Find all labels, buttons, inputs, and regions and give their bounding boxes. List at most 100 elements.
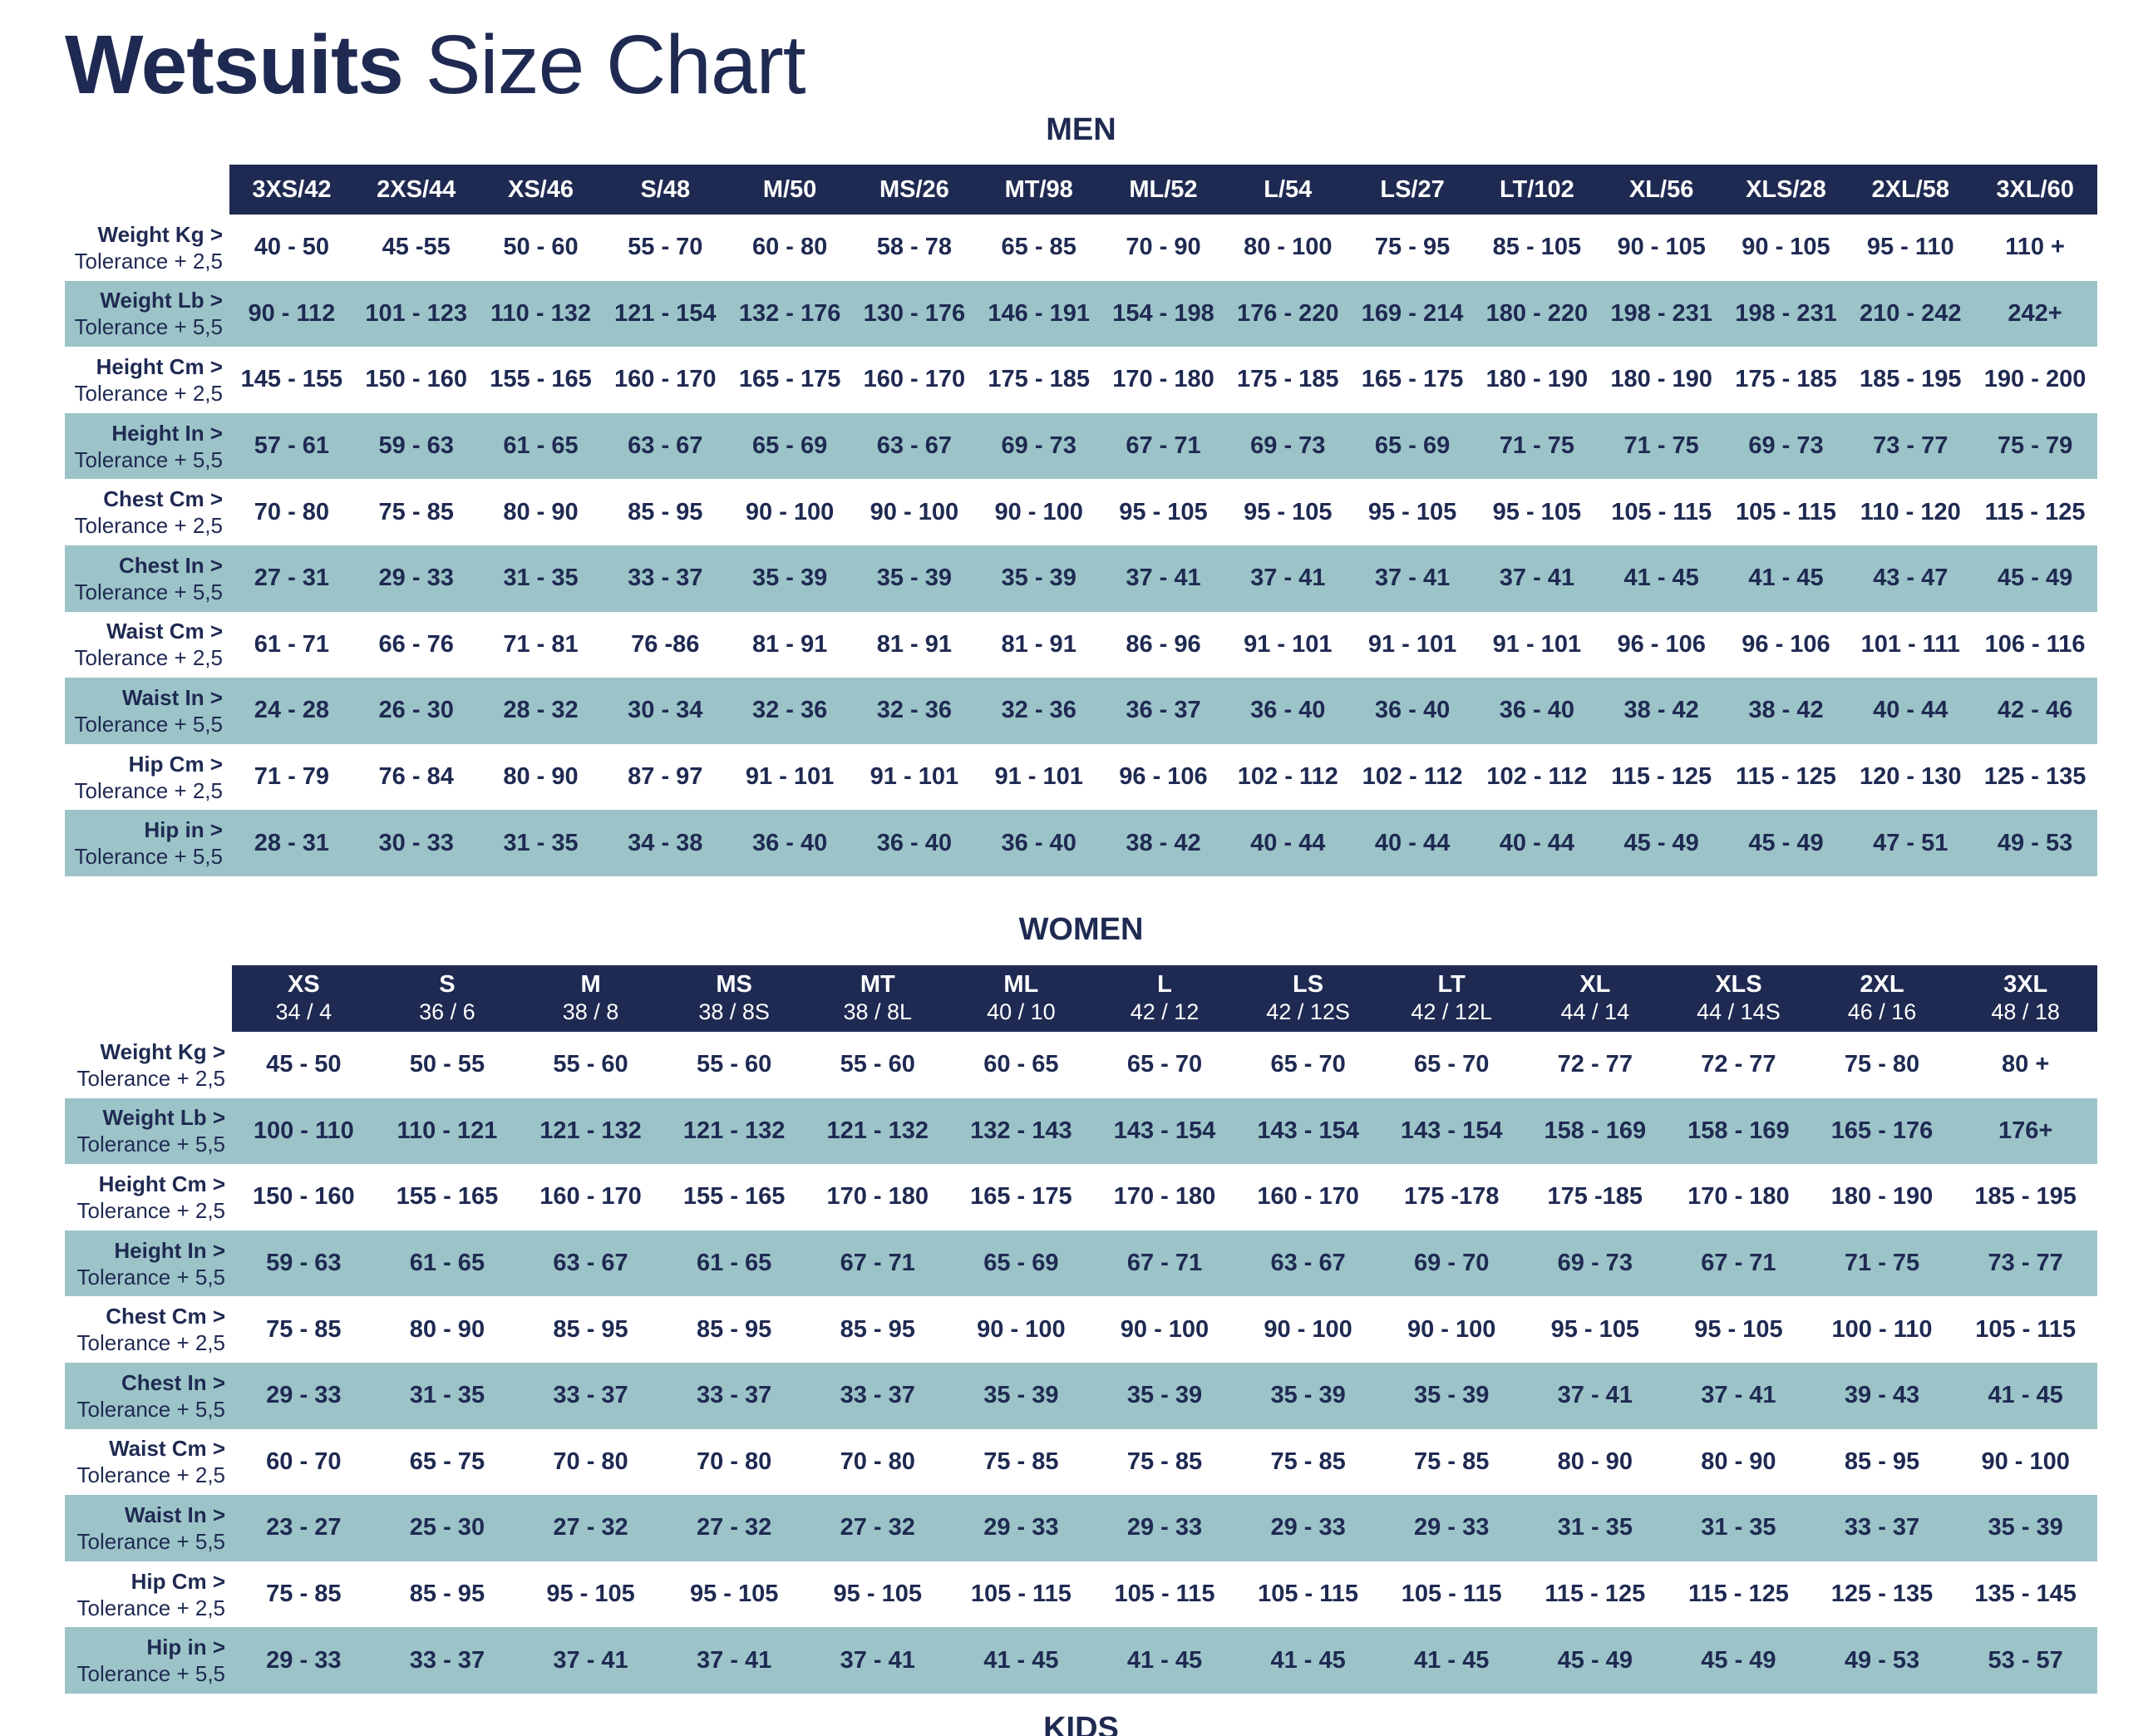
size-eu-us: 36 / 6: [419, 999, 475, 1024]
table-row: Chest In > Tolerance + 5,5 27 - 31 29 - 33 3…: [65, 545, 2097, 612]
table-cell: 145 - 155: [240, 366, 343, 393]
table-cell: 57 - 61: [254, 432, 330, 460]
table-cell: 28 - 31: [254, 829, 330, 856]
table-cell: 55 - 60: [840, 1051, 915, 1078]
table-cell: 50 - 60: [503, 234, 579, 261]
table-cell: 41 - 45: [1414, 1646, 1490, 1674]
table-row: Hip Cm > Tolerance + 2,5 71 - 79 76 - 84 80 …: [65, 744, 2097, 811]
table-cell: 176 - 220: [1237, 299, 1339, 327]
page-title: Wetsuits Size Chart: [65, 15, 806, 115]
size-header: LT/102: [1474, 165, 1599, 215]
size-name: S: [439, 971, 456, 998]
table-cell: 150 - 160: [253, 1183, 355, 1211]
table-cell: 60 - 80: [751, 234, 828, 261]
table-cell: 59 - 63: [266, 1250, 342, 1277]
table-cell: 37 - 41: [1557, 1382, 1633, 1409]
table-cell: 125 - 135: [1830, 1581, 1934, 1608]
table-cell: 31 - 35: [503, 565, 579, 592]
table-cell: 45 - 50: [266, 1051, 342, 1078]
table-cell: 91 - 101: [745, 763, 835, 791]
table-cell: 73 - 77: [1988, 1250, 2063, 1277]
size-header: LT 42 / 12L: [1379, 965, 1524, 1032]
table-cell: 55 - 70: [628, 234, 703, 261]
table-cell: 150 - 160: [365, 366, 467, 393]
table-cell: 25 - 30: [409, 1514, 485, 1541]
table-cell: 160 - 170: [1257, 1183, 1359, 1211]
table-cell: 32 - 36: [876, 697, 953, 724]
size-header: 2XL/58: [1848, 165, 1973, 215]
table-cell: 90 - 100: [1981, 1447, 2070, 1475]
table-cell: 60 - 65: [983, 1051, 1059, 1078]
measurement-label: Height In >: [111, 420, 223, 446]
table-cell: 80 - 90: [1701, 1447, 1776, 1475]
table-cell: 63 - 67: [553, 1250, 628, 1277]
tolerance-label: Tolerance + 5,5: [76, 1264, 226, 1290]
table-cell: 75 - 79: [1997, 432, 2073, 460]
table-cell: 69 - 73: [1748, 432, 1824, 460]
women-section-title: WOMEN: [1018, 912, 1144, 947]
men-table-body: Weight Kg > Tolerance + 2,5 40 - 50 45 -55 5…: [65, 215, 2097, 876]
table-cell: 143 - 154: [1257, 1117, 1359, 1144]
table-cell: 32 - 36: [751, 697, 828, 724]
table-cell: 90 - 100: [994, 498, 1083, 525]
table-cell: 90 - 100: [1407, 1315, 1496, 1343]
table-cell: 175 - 185: [988, 366, 1090, 393]
table-cell: 36 - 40: [1499, 697, 1575, 724]
table-cell: 38 - 42: [1748, 697, 1824, 724]
size-header: L/54: [1225, 165, 1351, 215]
table-cell: 85 - 95: [1844, 1447, 1920, 1475]
table-cell: 55 - 60: [697, 1051, 772, 1078]
size-eu-us: 38 / 8L: [843, 999, 913, 1024]
table-cell: 95 - 105: [1550, 1315, 1640, 1343]
table-cell: 95 - 110: [1866, 234, 1954, 261]
table-cell: 45 - 49: [1557, 1646, 1633, 1674]
table-row: Waist In > Tolerance + 5,5 24 - 28 26 - 30 2…: [65, 678, 2097, 744]
table-cell: 175 - 185: [1237, 366, 1339, 393]
size-header: 2XL 46 / 16: [1810, 965, 1954, 1032]
table-cell: 65 - 70: [1126, 1051, 1203, 1078]
table-cell: 102 - 112: [1237, 763, 1338, 791]
table-cell: 170 - 180: [1687, 1183, 1790, 1211]
table-cell: 95 - 105: [1694, 1315, 1783, 1343]
measurement-label: Weight Kg >: [97, 221, 223, 247]
table-cell: 35 - 39: [983, 1382, 1059, 1409]
size-header: XL 44 / 14: [1523, 965, 1668, 1032]
table-cell: 28 - 32: [503, 697, 579, 724]
table-cell: 155 - 165: [682, 1183, 786, 1211]
row-label: Height Cm > Tolerance + 2,5: [65, 1164, 232, 1230]
table-row: Weight Lb > Tolerance + 5,5 90 - 112 101 - …: [65, 280, 2097, 348]
table-cell: 125 - 135: [1983, 763, 2086, 791]
table-cell: 70 - 80: [840, 1447, 915, 1475]
table-cell: 53 - 57: [1988, 1646, 2063, 1674]
table-cell: 71 - 75: [1499, 432, 1575, 460]
table-cell: 40 - 44: [1250, 829, 1326, 856]
table-cell: 100 - 110: [1831, 1315, 1933, 1343]
table-cell: 49 - 53: [1844, 1646, 1920, 1674]
table-cell: 71 - 79: [254, 763, 330, 791]
size-name: XLS: [1715, 971, 1762, 998]
table-cell: 146 - 191: [988, 299, 1090, 327]
table-cell: 61 - 65: [409, 1250, 485, 1277]
table-cell: 80 - 90: [409, 1315, 485, 1343]
size-header: 3XS/42: [229, 165, 354, 215]
table-row: Weight Lb > Tolerance + 5,5 100 - 110 110 -…: [65, 1097, 2097, 1165]
table-cell: 65 - 85: [1001, 234, 1076, 261]
measurement-label: Waist Cm >: [106, 619, 223, 644]
table-cell: 72 - 77: [1701, 1051, 1776, 1078]
size-header: MS/26: [851, 165, 977, 215]
table-cell: 76 - 84: [378, 763, 454, 791]
table-cell: 95 - 105: [1492, 498, 1582, 525]
measurement-label: Waist In >: [124, 1502, 226, 1527]
table-cell: 60 - 70: [266, 1447, 342, 1475]
table-cell: 105 - 115: [1114, 1581, 1215, 1608]
row-label: Height In > Tolerance + 5,5: [65, 413, 229, 480]
size-name: L: [1157, 971, 1172, 998]
table-cell: 45 -55: [382, 234, 451, 261]
row-label: Waist In > Tolerance + 5,5: [65, 678, 229, 744]
table-cell: 180 - 220: [1485, 299, 1589, 327]
table-cell: 29 - 33: [1126, 1514, 1203, 1541]
size-header: XS 34 / 4: [232, 965, 376, 1032]
tolerance-label: Tolerance + 2,5: [76, 1197, 226, 1223]
table-cell: 165 - 175: [970, 1183, 1072, 1211]
table-cell: 31 - 35: [409, 1382, 485, 1409]
